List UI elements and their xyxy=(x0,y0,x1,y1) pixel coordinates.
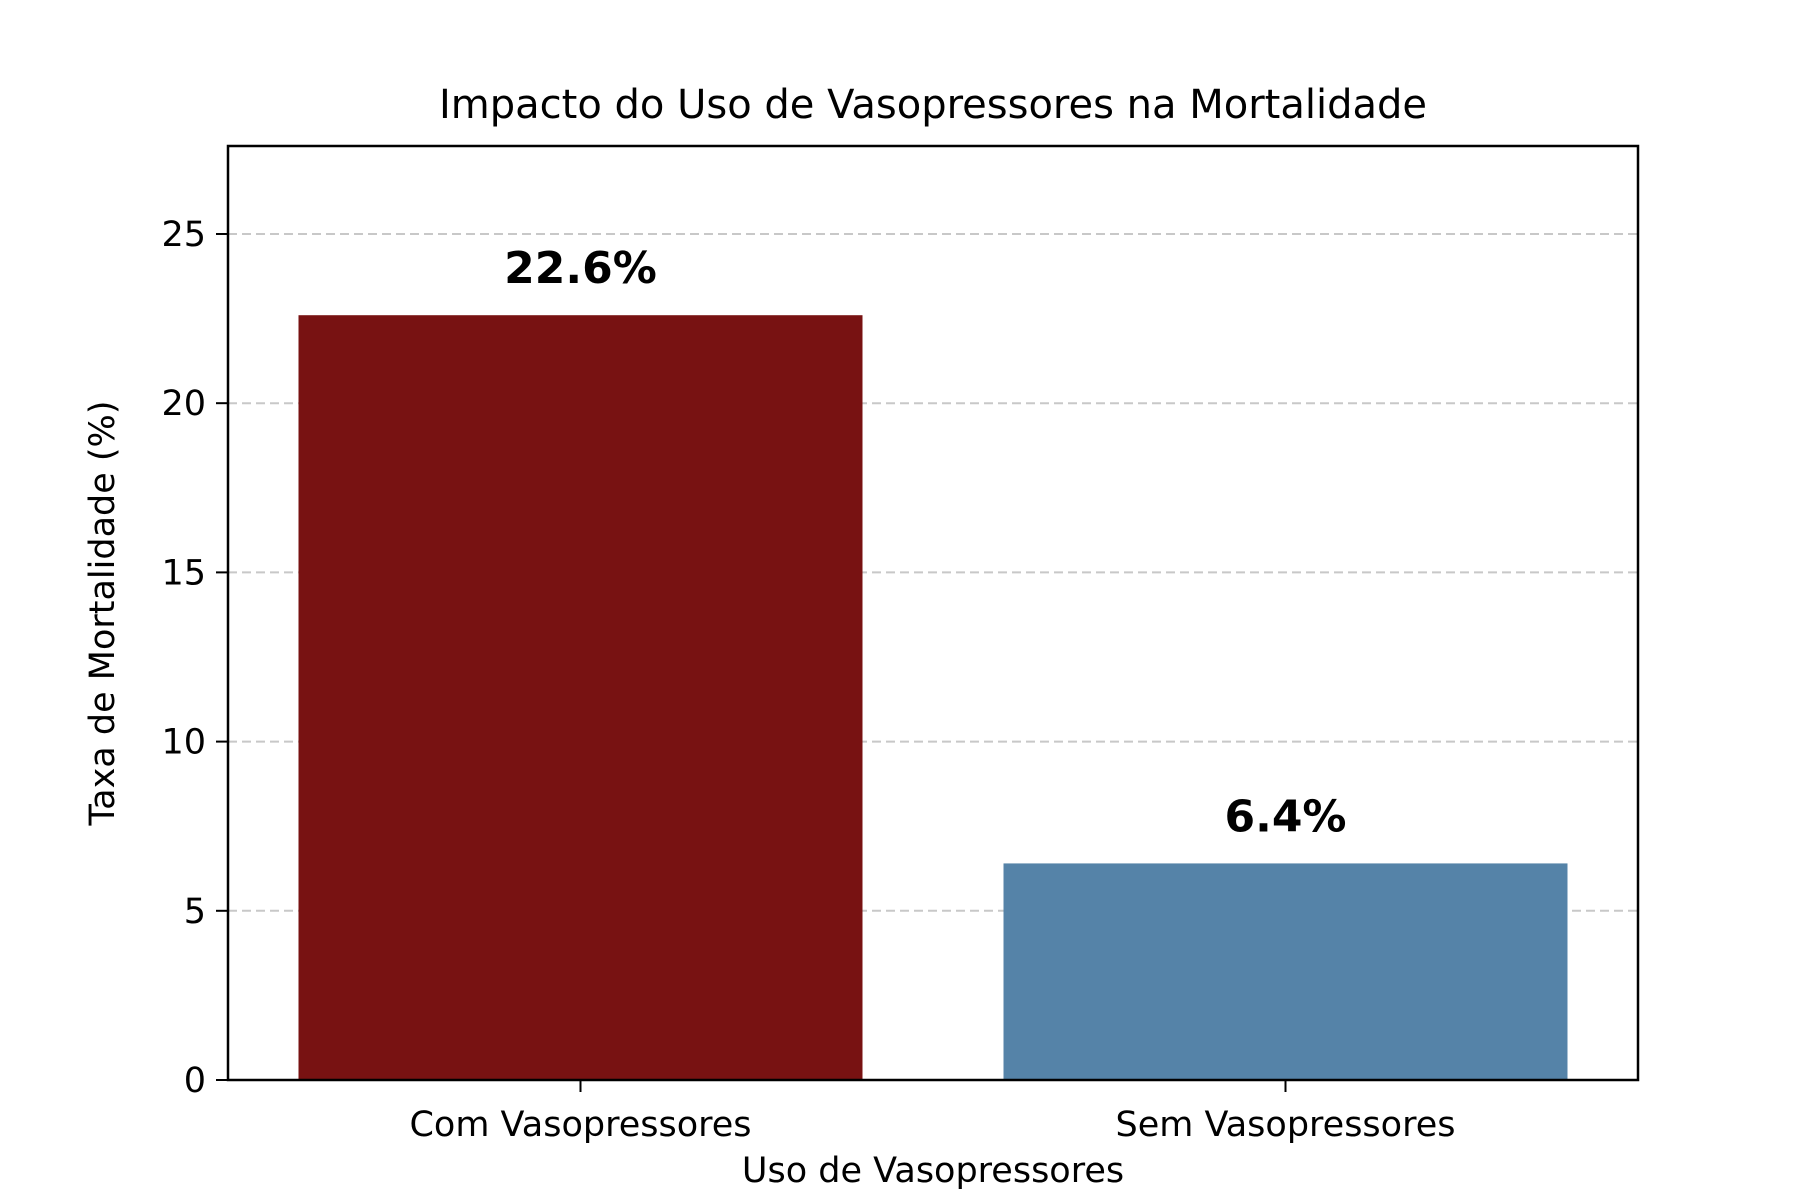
x-tick-label: Sem Vasopressores xyxy=(1116,1105,1456,1145)
bar xyxy=(1003,863,1568,1080)
y-axis-ticks: 0 5 10 15 20 25 xyxy=(161,215,228,1101)
bar xyxy=(298,315,863,1081)
bar-value-label: 22.6% xyxy=(504,243,657,294)
y-tick-label: 5 xyxy=(184,892,206,932)
y-tick-label: 10 xyxy=(161,723,206,763)
y-tick-label: 15 xyxy=(161,553,206,593)
y-tick-label: 20 xyxy=(161,384,206,424)
bar-value-labels: 22.6% 6.4% xyxy=(504,243,1346,842)
gridlines xyxy=(228,232,1638,912)
y-axis-label: Taxa de Mortalidade (%) xyxy=(83,401,123,827)
y-tick-label: 25 xyxy=(161,215,206,255)
x-axis-label: Uso de Vasopressores xyxy=(742,1151,1124,1191)
bar-value-label: 6.4% xyxy=(1224,791,1346,842)
x-axis-ticks: Com Vasopressores Sem Vasopressores xyxy=(409,1080,1455,1145)
bars xyxy=(298,315,1568,1081)
plot-frame xyxy=(226,144,1640,1082)
x-tick-label: Com Vasopressores xyxy=(409,1105,751,1145)
y-tick-label: 0 xyxy=(184,1061,206,1101)
chart-title: Impacto do Uso de Vasopressores na Morta… xyxy=(439,82,1427,128)
